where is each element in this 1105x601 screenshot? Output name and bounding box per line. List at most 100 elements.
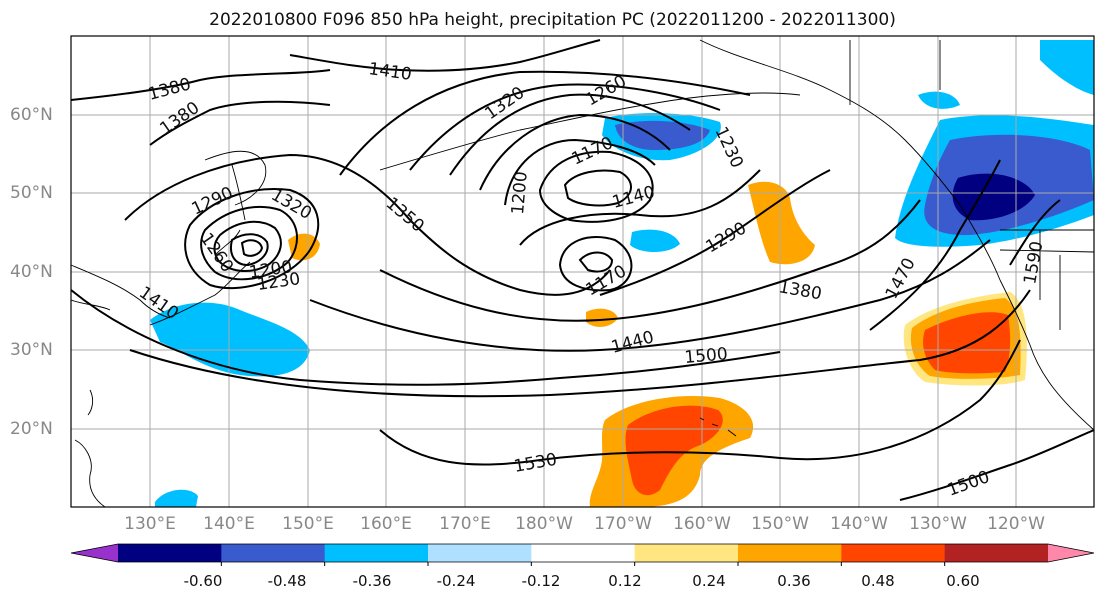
contour-label: 1200 xyxy=(508,171,532,216)
contour-1200 xyxy=(504,138,656,206)
contour-1590 xyxy=(1009,199,1061,266)
contour-label: 1500 xyxy=(945,467,992,501)
colorbar-extend-max xyxy=(1048,544,1094,562)
us-states xyxy=(999,230,1094,330)
contour-1500 xyxy=(899,429,1094,501)
precip-negative-area xyxy=(155,489,198,507)
lat-label: 20°N xyxy=(10,419,53,439)
lon-label: 150°E xyxy=(282,514,334,534)
contour-1380 xyxy=(379,199,921,322)
lat-label: 30°N xyxy=(10,340,53,360)
contour-1380 xyxy=(71,69,331,101)
colorbar-swatch xyxy=(428,544,532,562)
colorbar-tick-label: 0.48 xyxy=(861,572,895,590)
lat-label: 50°N xyxy=(10,183,53,203)
colorbar-extend-min xyxy=(71,544,118,562)
lon-label: 130°W xyxy=(909,514,967,534)
lon-label: 120°W xyxy=(987,514,1045,534)
colorbar-tick-label: -0.60 xyxy=(183,572,223,590)
colorbar xyxy=(70,543,1095,566)
contour-1410 xyxy=(289,39,601,72)
contour-label: 1380 xyxy=(777,277,823,304)
contour-1440 xyxy=(309,239,991,352)
colorbar-outline xyxy=(70,543,1095,563)
lon-label: 130°E xyxy=(124,514,176,534)
contour-label: 1290 xyxy=(703,218,750,257)
precip-positive-area xyxy=(625,405,723,496)
lat-label: 40°N xyxy=(10,262,53,282)
lon-label: 140°E xyxy=(203,514,255,534)
contour-1200 xyxy=(240,239,264,257)
precip-negative-area xyxy=(630,229,680,252)
precip-negative-area xyxy=(1040,40,1094,95)
lon-label: 150°W xyxy=(751,514,809,534)
lat-label: 60°N xyxy=(10,105,53,125)
colorbar-tick-label: 0.36 xyxy=(777,572,811,590)
lon-label: 160°E xyxy=(360,514,412,534)
height-contours xyxy=(71,39,1094,501)
colorbar-swatch xyxy=(944,544,1049,562)
colorbar-swatch xyxy=(221,544,326,562)
colorbar-swatch xyxy=(118,544,222,562)
contour-label: 1590 xyxy=(1020,240,1047,286)
contour-1260 xyxy=(449,93,691,176)
map-plot-area: 1380 1380 1410 1320 1260 1290 1320 1350 … xyxy=(71,36,1094,507)
colorbar-tick-label: -0.48 xyxy=(267,572,307,590)
contour-label: 1440 xyxy=(609,327,656,358)
colorbar-tick-label: 0.12 xyxy=(608,572,642,590)
contour-1500 xyxy=(129,289,1031,398)
contour-1320 xyxy=(184,188,320,290)
hawaii xyxy=(699,417,737,437)
contour-1290 xyxy=(599,169,831,296)
precip-positive-area xyxy=(748,181,815,265)
precip-negative-area xyxy=(150,302,310,377)
contour-label: 1230 xyxy=(710,124,746,172)
contour-label: 1410 xyxy=(367,59,413,85)
colorbar-swatch xyxy=(531,544,636,562)
lon-label: 180°W xyxy=(515,514,573,534)
precip-positive-area xyxy=(923,312,1011,374)
contour-mid1 xyxy=(519,169,761,246)
colorbar-swatch xyxy=(634,544,739,562)
contour-1470 xyxy=(869,159,1001,331)
map-title: 2022010800 F096 850 hPa height, precipit… xyxy=(209,10,896,30)
precip-negative-area xyxy=(918,91,960,109)
contour-label: 1380 xyxy=(156,98,203,139)
precip-positive-area xyxy=(586,308,618,327)
colorbar-tick-label: 0.24 xyxy=(692,572,726,590)
contour-1170 xyxy=(558,236,633,292)
colorbar-tick-label: -0.12 xyxy=(521,572,561,590)
contour-1230 xyxy=(230,233,269,267)
contour-1350 xyxy=(124,153,611,296)
kamchatka-coast xyxy=(204,150,267,206)
contour-label: 1470 xyxy=(882,255,920,303)
contour-1230 xyxy=(479,113,671,191)
contour-low2 xyxy=(578,251,614,273)
contour-1320 xyxy=(409,83,721,171)
lon-label: 140°W xyxy=(830,514,888,534)
contour-label: 1380 xyxy=(146,74,193,105)
north-america-coast xyxy=(999,279,1094,431)
contour-label: 1530 xyxy=(512,450,558,477)
plot-frame xyxy=(70,35,1095,508)
precip-positive-area xyxy=(288,233,320,261)
colorbar-tick-label: -0.24 xyxy=(436,572,476,590)
contour-1170 xyxy=(538,150,654,223)
contour-labels: 1380 1380 1410 1320 1260 1290 1320 1350 … xyxy=(135,59,1047,501)
contour-1140 xyxy=(563,169,632,207)
colorbar-swatch xyxy=(324,544,429,562)
contour-1380 xyxy=(149,100,331,146)
lon-label: 160°W xyxy=(673,514,731,534)
contour-1290 xyxy=(200,206,299,281)
contour-label: 1500 xyxy=(684,344,729,368)
contour-1410 xyxy=(71,289,781,386)
contour-1530 xyxy=(379,339,1021,466)
lon-label: 170°W xyxy=(594,514,652,534)
colorbar-tick-label: 0.60 xyxy=(946,572,980,590)
contour-label: 1170 xyxy=(569,133,617,169)
colorbar-swatch xyxy=(738,544,842,562)
aleutian-arc xyxy=(379,92,801,171)
colorbar-tick-label: -0.36 xyxy=(352,572,392,590)
contour-label: 1140 xyxy=(610,182,657,213)
